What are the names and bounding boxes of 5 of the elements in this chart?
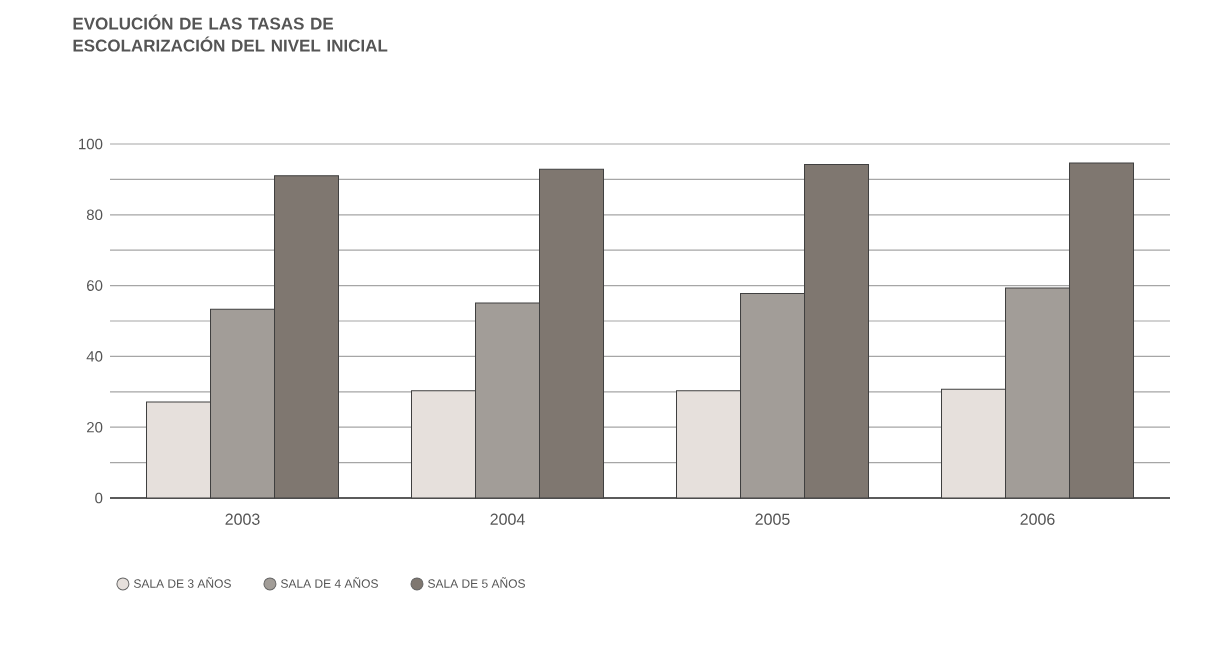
x-tick-label: 2005 — [755, 513, 790, 525]
x-tick-label: 2003 — [225, 513, 260, 525]
x-tick-label: 2006 — [1020, 513, 1055, 525]
chart-title: EVOLUCIÓN DE LAS TASAS DE ESCOLARIZACIÓN DEL NIVEL INICIAL — [73, 14, 388, 52]
x-tick-label: 2004 — [490, 513, 525, 525]
